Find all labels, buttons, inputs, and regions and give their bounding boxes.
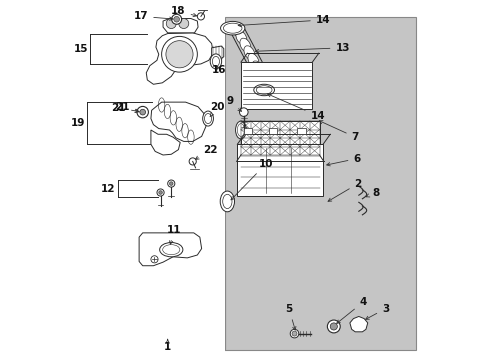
Bar <box>237 144 323 196</box>
Text: 12: 12 <box>100 184 115 194</box>
Polygon shape <box>163 18 198 33</box>
Bar <box>224 18 415 350</box>
Ellipse shape <box>220 191 234 212</box>
Ellipse shape <box>160 243 183 257</box>
Ellipse shape <box>260 76 270 90</box>
Circle shape <box>326 320 340 333</box>
Bar <box>66 1 224 359</box>
Circle shape <box>171 14 181 24</box>
Circle shape <box>137 107 148 118</box>
Ellipse shape <box>235 121 246 139</box>
Text: 11: 11 <box>166 225 181 244</box>
Polygon shape <box>211 46 224 59</box>
Bar <box>137 230 224 350</box>
Circle shape <box>166 18 176 28</box>
Text: 5: 5 <box>285 304 295 330</box>
Ellipse shape <box>247 53 258 67</box>
Circle shape <box>169 182 173 185</box>
Text: 15: 15 <box>74 44 88 54</box>
Bar <box>297 128 305 134</box>
Ellipse shape <box>220 21 244 35</box>
Circle shape <box>157 189 164 196</box>
Ellipse shape <box>235 31 246 45</box>
Text: 1: 1 <box>164 339 171 352</box>
Polygon shape <box>151 102 205 141</box>
Bar <box>244 128 252 134</box>
Circle shape <box>162 36 197 72</box>
Circle shape <box>291 331 296 336</box>
Circle shape <box>239 108 247 116</box>
Circle shape <box>329 323 337 330</box>
Ellipse shape <box>210 54 221 69</box>
Text: 17: 17 <box>133 12 173 21</box>
Text: 10: 10 <box>230 159 273 200</box>
Text: 21: 21 <box>115 102 139 112</box>
Bar <box>241 62 312 109</box>
Bar <box>268 128 277 134</box>
Text: 7: 7 <box>319 121 358 142</box>
Text: 2: 2 <box>327 179 361 201</box>
Circle shape <box>173 17 179 22</box>
Text: 14: 14 <box>238 15 330 27</box>
Text: 4: 4 <box>336 297 366 323</box>
Text: 8: 8 <box>366 188 379 198</box>
Circle shape <box>140 109 145 115</box>
Ellipse shape <box>244 46 254 60</box>
Circle shape <box>189 158 196 165</box>
Text: 19: 19 <box>70 118 85 128</box>
Text: 14: 14 <box>267 94 325 121</box>
Polygon shape <box>151 130 180 155</box>
Ellipse shape <box>264 84 274 98</box>
Ellipse shape <box>231 23 243 37</box>
Polygon shape <box>146 33 213 84</box>
Ellipse shape <box>240 38 250 52</box>
Bar <box>241 121 319 155</box>
Circle shape <box>179 18 188 28</box>
Polygon shape <box>139 233 201 266</box>
Text: 13: 13 <box>255 43 349 53</box>
Circle shape <box>151 256 158 263</box>
Circle shape <box>167 180 175 187</box>
Circle shape <box>159 191 162 194</box>
Text: 18: 18 <box>171 6 196 17</box>
Circle shape <box>165 41 193 68</box>
Ellipse shape <box>256 68 266 82</box>
Ellipse shape <box>253 84 274 96</box>
Ellipse shape <box>251 61 263 75</box>
Text: 3: 3 <box>365 303 388 319</box>
Polygon shape <box>349 316 367 332</box>
Circle shape <box>290 329 298 338</box>
Text: 21: 21 <box>111 103 138 113</box>
Text: 16: 16 <box>211 65 225 75</box>
Text: 20: 20 <box>209 102 224 117</box>
Ellipse shape <box>203 111 213 126</box>
Circle shape <box>197 13 204 20</box>
Text: 22: 22 <box>195 145 217 159</box>
Text: 9: 9 <box>226 96 241 111</box>
Text: 6: 6 <box>326 154 360 166</box>
